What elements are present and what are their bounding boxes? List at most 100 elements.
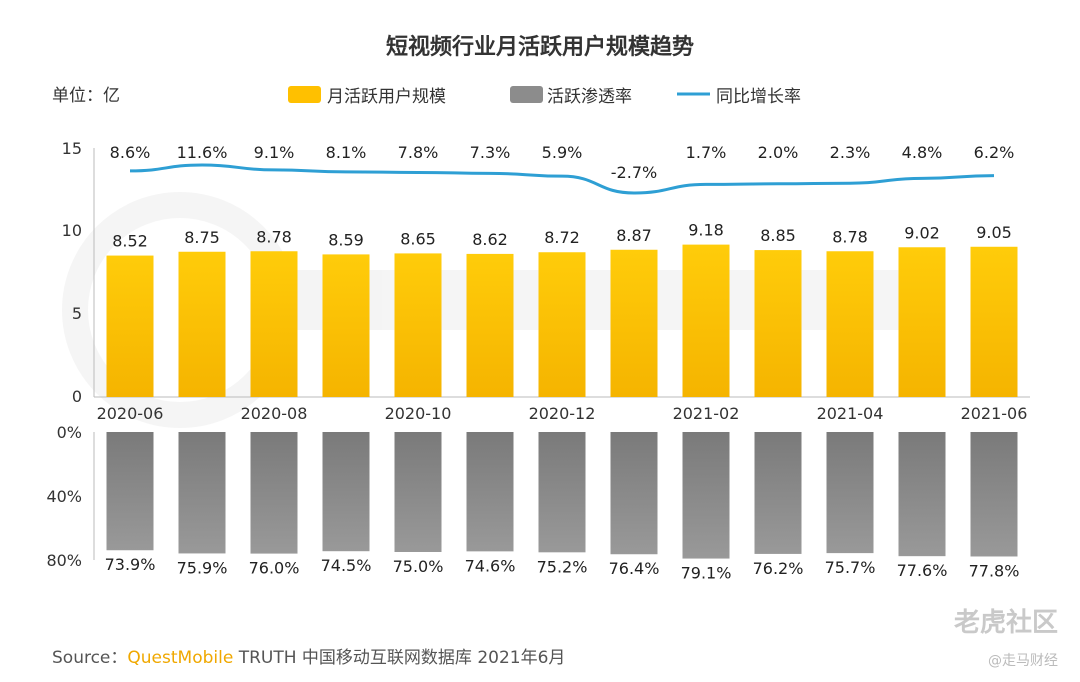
penetration-bar (970, 432, 1018, 557)
penetration-bar (250, 432, 298, 554)
mau-bar (826, 251, 874, 397)
penetration-bar (610, 432, 658, 555)
growth-rate-label: 7.3% (470, 143, 511, 162)
mau-value-label: 8.75 (184, 228, 220, 247)
mau-bar (322, 254, 370, 397)
unit-label: 单位：亿 (52, 86, 120, 106)
mau-value-label: 9.18 (688, 221, 724, 240)
penetration-bar (466, 432, 514, 552)
penetration-value-label: 77.8% (969, 561, 1020, 580)
mau-value-label: 8.72 (544, 228, 580, 247)
mau-bar (466, 253, 514, 397)
growth-line-group: 8.6% 11.6% 9.1% 8.1% 7.8% 7.3% 5.9% -2.7% 1.7% 2.… (110, 143, 1015, 195)
mau-bar (250, 251, 298, 397)
penetration-value-label: 75.9% (177, 558, 228, 577)
penetration-value-label: 73.9% (105, 555, 156, 574)
penetration-value-label: 75.7% (825, 558, 876, 577)
penetration-value-label: 75.2% (537, 557, 588, 576)
growth-rate-label: 4.8% (902, 143, 943, 162)
mau-bar (898, 247, 946, 397)
mau-value-label: 8.85 (760, 226, 796, 245)
penetration-value-label: 77.6% (897, 561, 948, 580)
mau-bar (178, 251, 226, 397)
source-brand: QuestMobile (127, 648, 234, 668)
watermark-sub: @走马财经 (988, 653, 1058, 669)
chart-title: 短视频行业月活跃用户规模趋势 (386, 34, 694, 60)
growth-rate-label: 1.7% (686, 143, 727, 162)
growth-rate-label: 11.6% (177, 143, 228, 162)
lower-y-tick: 40% (46, 487, 82, 506)
mau-bar (394, 253, 442, 397)
legend-swatch-penetration (510, 86, 543, 103)
upper-y-tick: 15 (62, 139, 82, 158)
lower-y-tick: 80% (46, 551, 82, 570)
growth-rate-label: 2.0% (758, 143, 799, 162)
lower-axis: 0% 40% 80% (46, 423, 95, 570)
legend-label-growth: 同比增长率 (716, 87, 801, 107)
source-rest: TRUTH 中国移动互联网数据库 2021年6月 (233, 648, 566, 668)
penetration-bar (394, 432, 442, 552)
mau-bar (970, 246, 1018, 397)
mau-value-label: 9.05 (976, 223, 1012, 242)
penetration-value-label: 75.0% (393, 557, 444, 576)
penetration-value-label: 76.0% (249, 559, 300, 578)
penetration-bar (682, 432, 730, 559)
upper-y-tick: 5 (72, 304, 82, 323)
growth-rate-label: 5.9% (542, 143, 583, 162)
x-tick-label: 2021-02 (673, 404, 740, 423)
upper-y-tick: 10 (62, 221, 82, 240)
growth-rate-label: 7.8% (398, 143, 439, 162)
mau-value-label: 8.78 (256, 227, 292, 246)
upper-bars: 8.52 8.75 8.78 8.59 8.65 8.62 8.72 8.87 9.18 8.85… (106, 221, 1018, 397)
mau-value-label: 9.02 (904, 223, 940, 242)
mau-value-label: 8.87 (616, 226, 652, 245)
growth-rate-label: 6.2% (974, 143, 1015, 162)
legend-label-mau: 月活跃用户规模 (327, 87, 446, 107)
growth-rate-line (129, 163, 995, 195)
growth-rate-label: 8.6% (110, 143, 151, 162)
penetration-bar (538, 432, 586, 553)
penetration-value-label: 74.5% (321, 556, 372, 575)
mau-bar (106, 255, 154, 397)
growth-rate-label: 2.3% (830, 143, 871, 162)
growth-rate-label: 8.1% (326, 143, 367, 162)
source-note: Source：QuestMobile TRUTH 中国移动互联网数据库 2021… (52, 643, 565, 668)
penetration-bar (106, 432, 154, 551)
mau-value-label: 8.52 (112, 232, 148, 251)
x-tick-label: 2020-12 (529, 404, 596, 423)
mau-bar (538, 252, 586, 397)
watermark-main: 老虎社区 (953, 608, 1058, 638)
chart-svg: 短视频行业月活跃用户规模趋势 单位：亿 月活跃用户规模 活跃渗透率 同比增长率 … (46, 34, 1030, 583)
lower-y-tick: 0% (57, 423, 82, 442)
legend-label-penetration: 活跃渗透率 (547, 87, 632, 107)
legend: 月活跃用户规模 活跃渗透率 同比增长率 (288, 86, 801, 107)
x-tick-label: 2020-10 (385, 404, 452, 423)
legend-swatch-mau (288, 86, 321, 103)
penetration-bar (898, 432, 946, 557)
penetration-value-label: 76.2% (753, 559, 804, 578)
penetration-bar (322, 432, 370, 552)
upper-y-tick: 0 (72, 387, 82, 406)
penetration-bar (754, 432, 802, 554)
mau-value-label: 8.78 (832, 227, 868, 246)
mau-bar (682, 244, 730, 397)
x-tick-label: 2021-04 (817, 404, 884, 423)
penetration-value-label: 79.1% (681, 564, 732, 583)
mau-value-label: 8.62 (472, 230, 508, 249)
penetration-bar (178, 432, 226, 554)
x-tick-labels: 2020-06 2020-08 2020-10 2020-12 2021-02 2021-… (97, 404, 1028, 423)
source-prefix: Source： (52, 648, 128, 668)
penetration-value-label: 76.4% (609, 559, 660, 578)
x-tick-label: 2020-08 (241, 404, 308, 423)
penetration-bar (826, 432, 874, 554)
growth-rate-label: 9.1% (254, 143, 295, 162)
x-tick-label: 2021-06 (961, 404, 1028, 423)
lower-bars: 73.9% 75.9% 76.0% 74.5% 75.0% 74.6% 75.2% 76.4%… (105, 432, 1020, 583)
mau-bar (610, 249, 658, 397)
mau-value-label: 8.65 (400, 229, 436, 248)
mau-value-label: 8.59 (328, 230, 364, 249)
growth-rate-label: -2.7% (611, 163, 657, 182)
penetration-value-label: 74.6% (465, 556, 516, 575)
mau-bar (754, 250, 802, 397)
